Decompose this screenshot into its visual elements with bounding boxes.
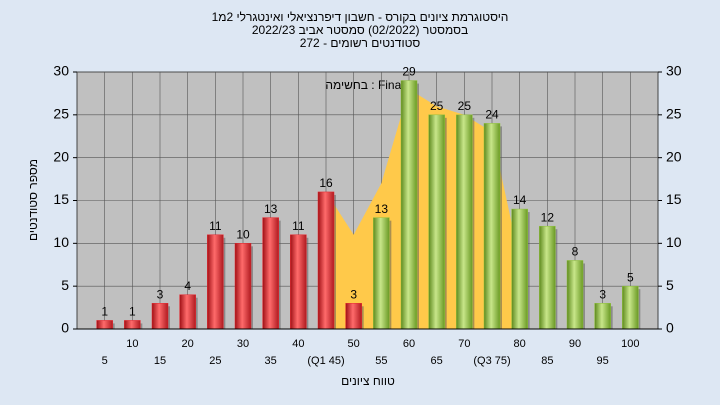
x-tick-label: 70 <box>458 338 470 350</box>
x-tick-label: (Q1 45) <box>307 355 344 367</box>
bar <box>622 285 639 330</box>
x-tick-label: 40 <box>292 338 304 350</box>
bar <box>400 80 418 330</box>
x-tick-label: 65 <box>431 355 443 367</box>
value-label: 3 <box>157 287 164 301</box>
x-tick-label: 25 <box>209 355 221 367</box>
value-label: 25 <box>458 99 472 113</box>
bar <box>234 243 252 330</box>
value-label: 10 <box>236 228 250 242</box>
x-tick-label: 55 <box>375 355 387 367</box>
value-label: 8 <box>572 245 579 259</box>
x-tick-label: 90 <box>569 338 581 350</box>
value-label: 13 <box>375 202 389 216</box>
y2-tick-label: 10 <box>666 234 682 250</box>
x-tick-label: 85 <box>541 355 553 367</box>
annotation: בחשימה : Final_ <box>325 78 411 92</box>
x-tick-label: 30 <box>237 338 249 350</box>
y-tick-label: 30 <box>53 63 69 79</box>
value-label: 29 <box>402 65 416 79</box>
bar <box>151 303 169 330</box>
y-tick-label: 25 <box>53 106 69 122</box>
y-tick-label: 20 <box>53 148 69 164</box>
bar <box>262 217 279 330</box>
bar <box>124 320 141 330</box>
x-tick-label: 15 <box>154 355 166 367</box>
y-axis-label: מספר סטודנטים <box>26 159 40 241</box>
value-label: 5 <box>627 270 634 284</box>
y-tick-label: 10 <box>53 234 69 250</box>
bar <box>345 303 362 330</box>
value-label: 1 <box>129 305 136 319</box>
y2-tick-label: 15 <box>666 191 682 207</box>
bar <box>511 208 528 330</box>
x-tick-label: 5 <box>102 355 108 367</box>
bar <box>483 123 501 330</box>
x-tick-label: 60 <box>403 338 415 350</box>
x-tick-label: 95 <box>597 355 609 367</box>
x-tick-label: 10 <box>126 338 138 350</box>
value-label: 13 <box>264 202 278 216</box>
y2-tick-label: 0 <box>666 320 674 336</box>
value-label: 11 <box>209 219 222 233</box>
chart-title: היסטוגרמת ציונים בקורס - חשבון דיפרנציאל… <box>212 10 509 24</box>
value-label: 14 <box>513 193 527 207</box>
y2-tick-label: 25 <box>666 106 682 122</box>
value-label: 24 <box>485 108 499 122</box>
subtitle: סטודנטים רשומים - 272 <box>300 36 421 50</box>
x-tick-label: 80 <box>514 338 526 350</box>
x-tick-label: 100 <box>621 338 639 350</box>
y-tick-label: 0 <box>61 320 69 336</box>
y2-tick-label: 5 <box>666 277 674 293</box>
value-label: 16 <box>319 176 333 190</box>
y-tick-label: 5 <box>61 277 69 293</box>
bar <box>290 234 307 330</box>
value-label: 1 <box>101 305 108 319</box>
bar <box>373 217 390 330</box>
value-label: 3 <box>599 287 606 301</box>
value-label: 25 <box>430 99 444 113</box>
value-label: 4 <box>184 279 191 293</box>
bar <box>566 260 584 330</box>
x-tick-label: 50 <box>348 338 360 350</box>
y-tick-label: 15 <box>53 191 69 207</box>
bar <box>594 303 611 330</box>
value-label: 11 <box>292 219 305 233</box>
bar <box>428 114 445 330</box>
value-label: 3 <box>350 287 357 301</box>
bar <box>539 225 556 330</box>
x-axis-label: טווח ציונים <box>341 374 395 388</box>
bar <box>96 320 113 330</box>
y2-tick-label: 20 <box>666 148 682 164</box>
subtitle: בסמסטר (02/2022) סמסטר אביב 2022/23 <box>252 23 468 37</box>
bar <box>456 114 473 330</box>
x-tick-label: 35 <box>265 355 277 367</box>
y2-tick-label: 30 <box>666 63 682 79</box>
x-tick-label: (Q3 75) <box>473 355 510 367</box>
bar <box>317 191 335 330</box>
bar <box>207 234 224 330</box>
x-tick-label: 20 <box>182 338 194 350</box>
bar <box>179 294 196 330</box>
value-label: 12 <box>541 210 555 224</box>
